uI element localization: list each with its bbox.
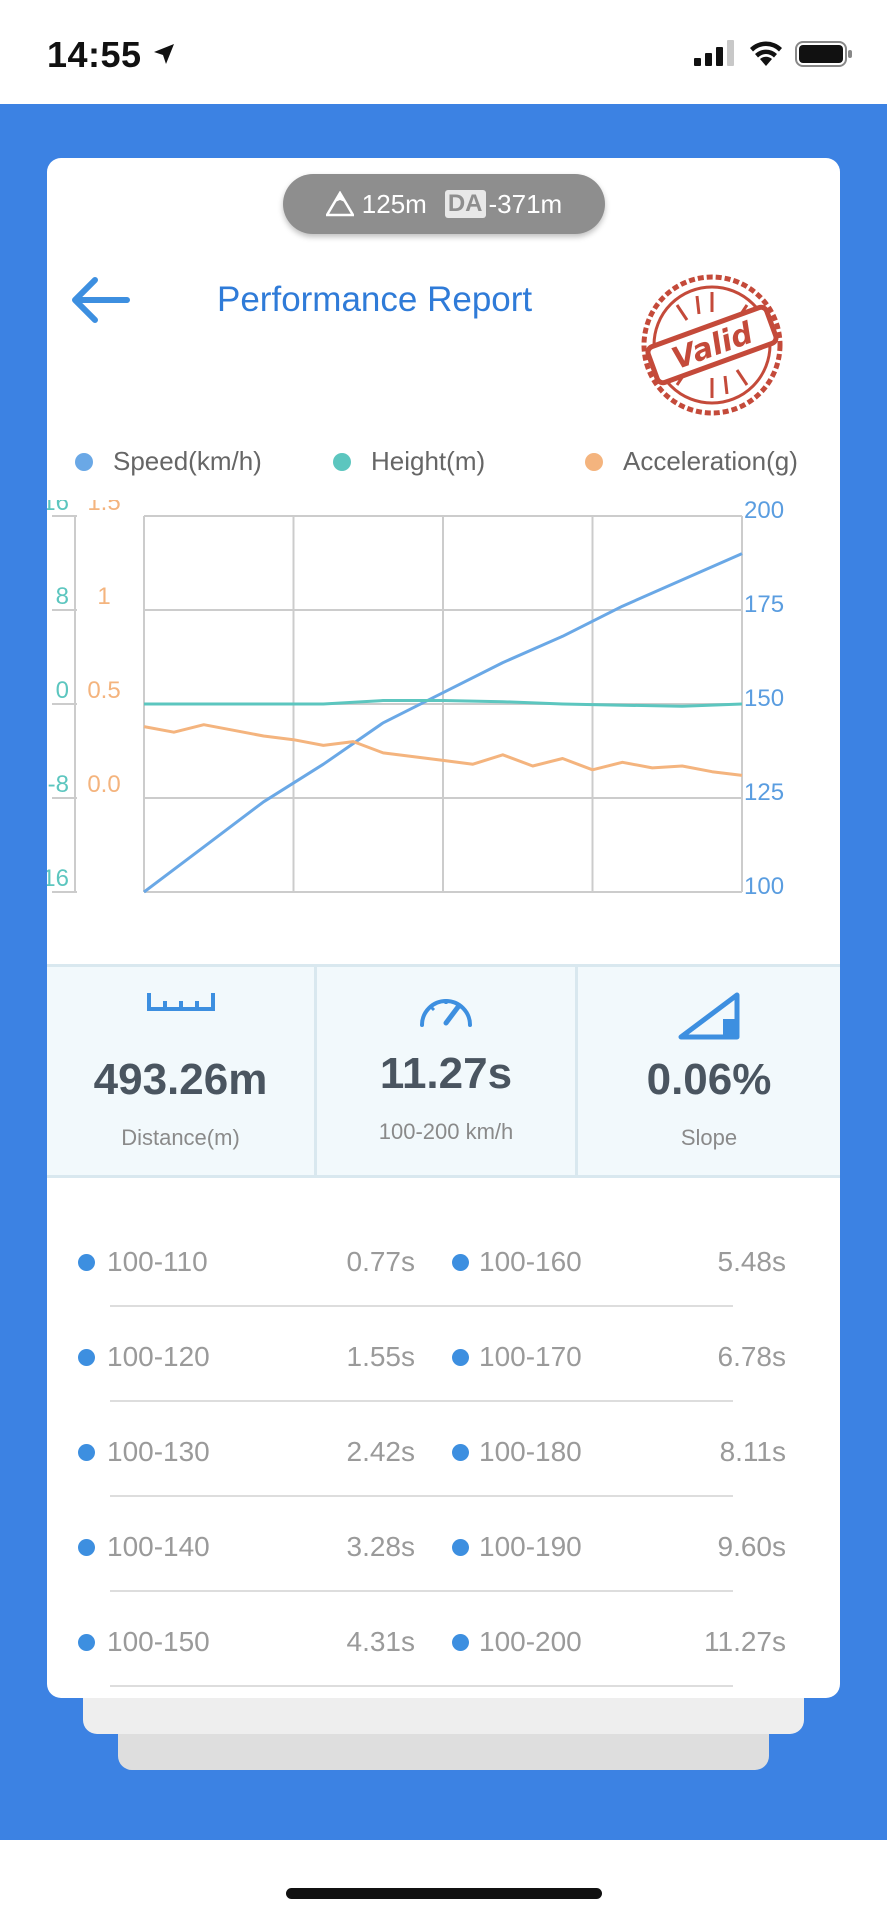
status-bar: 14:55 [0,0,887,104]
height-tick-label: -16 [47,865,69,892]
split-range: 100-130 [107,1436,210,1467]
divider [110,1400,733,1402]
split-range: 100-180 [479,1436,582,1467]
legend-label-speed: Speed(km/h) [113,446,262,476]
split-time: 11.27s [704,1626,786,1657]
performance-chart: 16 8 0 -8 -16 1.5 1 0.5 0.0 200 175 150 125 100 [47,500,784,900]
legend-item-speed: Speed(km/h) [75,446,262,477]
legend-label-height: Height(m) [371,446,486,476]
speed-tick-label: 100 [744,873,784,900]
slope-value: 0.06% [646,1055,772,1104]
speed-tick-label: 125 [744,779,784,806]
time-label: 100-200 km/h [378,1119,514,1144]
split-dot [452,1254,469,1271]
stat-distance: 493.26m Distance(m) [47,967,314,1175]
height-tick-label: -8 [48,771,69,798]
valid-stamp-icon: Valid [641,274,783,416]
distance-label: Distance(m) [121,1125,240,1150]
split-range: 100-190 [479,1531,582,1562]
series-line-left-height [144,699,743,708]
back-arrow-icon[interactable] [69,274,133,326]
split-time: 5.48s [717,1246,787,1277]
altitude-pill: 125m DA -371m [283,174,605,234]
split-row: 100-140 3.28s 100-190 9.60s [47,1493,840,1592]
split-dot [452,1539,469,1556]
split-time: 2.42s [346,1436,416,1467]
altitude-value: 125m [361,188,427,219]
series-line-left-acceleration [143,723,743,777]
split-time: 8.11s [719,1436,786,1467]
height-tick-label: 16 [47,500,69,516]
time-value: 11.27s [379,1049,513,1098]
split-dot [78,1349,95,1366]
card-stack-shadow-back [118,1734,769,1770]
split-row: 100-130 2.42s 100-180 8.11s [47,1398,840,1497]
split-range: 100-110 [107,1246,208,1277]
split-time: 1.55s [346,1341,416,1372]
page-title: Performance Report [217,280,533,319]
split-dot [78,1634,95,1651]
acceleration-tick-label: 1 [97,583,110,610]
split-range: 100-150 [107,1626,210,1657]
location-arrow-icon [154,44,174,64]
cellular-signal-icon [694,40,734,66]
split-dot [452,1634,469,1651]
split-range: 100-120 [107,1341,210,1372]
split-time: 9.60s [717,1531,787,1562]
speed-tick-label: 175 [744,591,784,618]
legend-label-acceleration: Acceleration(g) [623,446,798,476]
split-time: 0.77s [346,1246,416,1277]
status-time: 14:55 [47,34,142,75]
divider [110,1495,733,1497]
split-dot [78,1539,95,1556]
battery-icon [795,41,852,67]
split-time: 3.28s [346,1531,416,1562]
density-altitude-value: -371m [488,188,563,219]
split-dot [452,1349,469,1366]
slope-label: Slope [680,1125,738,1150]
distance-value: 493.26m [93,1055,268,1104]
stats-row: 493.26m Distance(m) 11.27s 100-200 km/h … [47,964,840,1178]
home-indicator [286,1888,602,1899]
divider [110,1305,733,1307]
series-line-right [143,552,743,894]
split-row: 100-150 4.31s 100-200 11.27s [47,1588,840,1687]
split-dot [78,1254,95,1271]
acceleration-tick-label: 0.0 [87,771,120,798]
wifi-icon [750,41,782,66]
mountain-icon [325,191,354,217]
ruler-icon [146,993,215,1011]
acceleration-tick-label: 0.5 [87,677,120,704]
chart-legend: Speed(km/h) Height(m) Acceleration(g) [47,446,840,486]
performance-report-card: 125m DA -371m Performance Report Valid S… [47,158,840,1698]
split-dot [452,1444,469,1461]
speedometer-icon [420,999,472,1027]
stat-slope: 0.06% Slope [575,967,840,1175]
split-range: 100-160 [479,1246,582,1277]
legend-item-acceleration: Acceleration(g) [585,446,798,477]
legend-dot-speed [75,452,93,471]
split-range: 100-200 [479,1626,582,1657]
speed-tick-label: 200 [744,500,784,524]
split-time: 4.31s [346,1626,416,1657]
split-row: 100-110 0.77s 100-160 5.48s [47,1208,840,1307]
split-range: 100-140 [107,1531,210,1562]
split-dot [78,1444,95,1461]
speed-tick-label: 150 [744,685,784,712]
split-times-list: 100-110 0.77s 100-160 5.48s 100-120 1.55… [47,1208,840,1687]
split-range: 100-170 [479,1341,582,1372]
stat-time: 11.27s 100-200 km/h [314,967,575,1175]
split-time: 6.78s [717,1341,787,1372]
density-altitude-label: DA [444,190,486,218]
split-row: 100-120 1.55s 100-170 6.78s [47,1303,840,1402]
divider [110,1685,733,1687]
legend-dot-height [333,452,351,471]
legend-item-height: Height(m) [333,446,485,477]
divider [110,1590,733,1592]
height-tick-label: 8 [56,583,69,610]
slope-icon [678,992,740,1040]
legend-dot-acceleration [585,452,603,471]
height-tick-label: 0 [56,677,69,704]
acceleration-tick-label: 1.5 [87,500,120,516]
